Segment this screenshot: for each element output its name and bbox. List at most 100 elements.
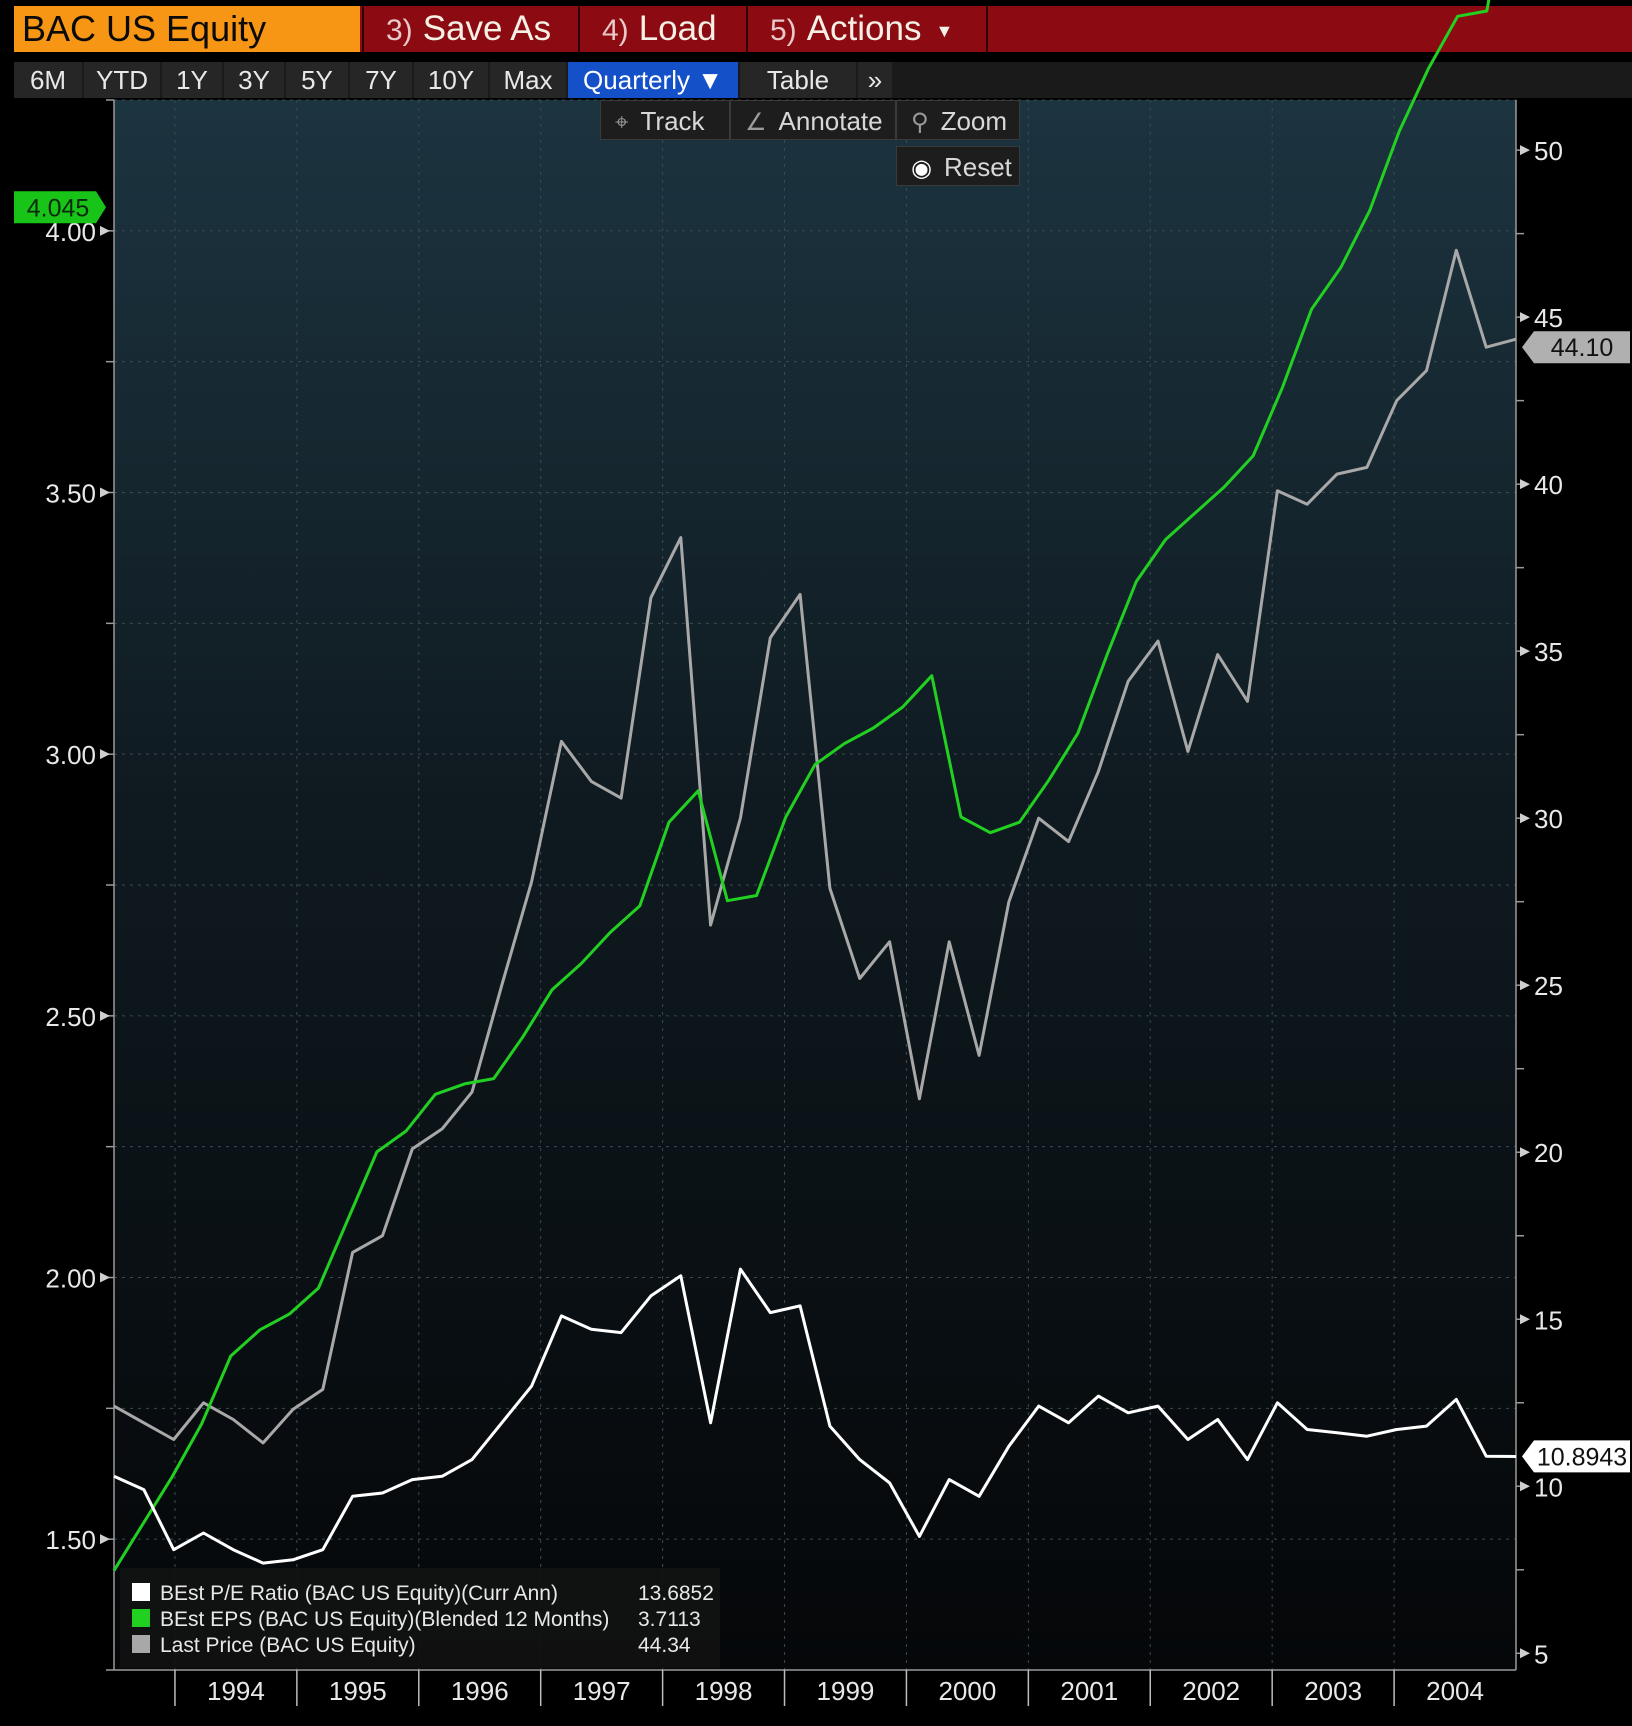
magnifier-icon: ⚲ — [911, 109, 929, 136]
right-tick-arrow — [1520, 1314, 1530, 1325]
reset-label: Reset — [943, 152, 1012, 182]
right-tick-label: 35 — [1534, 637, 1563, 667]
legend-value-eps: 3.7113 — [638, 1608, 701, 1631]
save-as-button[interactable]: 3) Save As — [362, 6, 562, 52]
range-max[interactable]: Max — [490, 62, 566, 98]
left-tick-label: 3.50 — [45, 479, 96, 509]
x-tick-label: 2000 — [938, 1676, 996, 1706]
x-tick-label: 1995 — [329, 1676, 387, 1706]
actions-hotkey: 5) — [770, 14, 797, 47]
left-tick-arrow — [100, 487, 110, 498]
toolbar-divider — [986, 6, 988, 52]
x-tick-label: 1999 — [817, 1676, 875, 1706]
reset-dot-icon: ◉ — [911, 155, 932, 182]
actions-label: Actions — [806, 9, 922, 48]
right-tick-arrow — [1520, 813, 1530, 824]
x-tick-label: 2003 — [1304, 1676, 1362, 1706]
price-last-value-tag-text: 44.10 — [1551, 334, 1614, 362]
load-button[interactable]: 4) Load — [578, 6, 746, 52]
legend-value-pe: 13.6852 — [638, 1582, 714, 1605]
pe-last-value-tag: 10.8943 — [1522, 1440, 1630, 1473]
actions-button[interactable]: 5) Actions ▼ — [746, 6, 986, 52]
reset-tool[interactable]: ◉ Reset — [896, 146, 1020, 186]
save-as-hotkey: 3) — [386, 14, 413, 47]
eps-series-line — [112, 0, 1491, 1572]
range-3y[interactable]: 3Y — [224, 62, 284, 98]
more-button[interactable]: » — [858, 62, 892, 98]
pencil-icon: ∠ — [745, 109, 767, 136]
legend-label-price: Last Price (BAC US Equity) — [160, 1634, 416, 1657]
range-6m[interactable]: 6M — [14, 62, 82, 98]
track-label: Track — [640, 106, 705, 136]
legend-swatch-pe — [132, 1583, 150, 1602]
legend-label-pe: BEst P/E Ratio (BAC US Equity)(Curr Ann) — [160, 1582, 558, 1605]
left-tick-arrow — [100, 1272, 110, 1283]
left-tick-arrow — [100, 1534, 110, 1545]
price-series-line — [113, 248, 1517, 1445]
x-tick-label: 1998 — [695, 1676, 753, 1706]
range-5y[interactable]: 5Y — [286, 62, 348, 98]
annotate-tool[interactable]: ∠ Annotate — [730, 100, 896, 140]
chart-legend: BEst P/E Ratio (BAC US Equity)(Curr Ann)… — [120, 1568, 720, 1668]
x-tick-label: 2001 — [1060, 1676, 1118, 1706]
right-tick-label: 30 — [1534, 804, 1563, 834]
left-tick-arrow — [100, 1010, 110, 1021]
right-tick-label: 10 — [1534, 1472, 1563, 1502]
zoom-tool[interactable]: ⚲ Zoom — [896, 100, 1020, 140]
right-tick-label: 40 — [1534, 470, 1563, 500]
right-tick-label: 25 — [1534, 971, 1563, 1001]
eps-last-value-tag-text: 4.045 — [27, 194, 90, 222]
left-tick-arrow — [100, 225, 110, 236]
eps-last-value-tag: 4.045 — [14, 191, 106, 224]
table-button[interactable]: Table — [740, 62, 856, 98]
eps-last-value-tag-shape — [14, 191, 106, 224]
pe-series-line — [113, 1267, 1517, 1565]
x-tick-label: 1997 — [573, 1676, 631, 1706]
legend-swatch-price — [132, 1635, 150, 1654]
load-label: Load — [638, 9, 717, 48]
legend-swatch-eps — [132, 1609, 150, 1628]
x-tick-label: 2002 — [1182, 1676, 1240, 1706]
legend-label-eps: BEst EPS (BAC US Equity)(Blended 12 Mont… — [160, 1608, 610, 1631]
track-tool[interactable]: ⌖ Track — [600, 100, 730, 140]
security-field[interactable]: BAC US Equity — [14, 6, 360, 52]
left-tick-arrow — [100, 749, 110, 760]
pe-last-value-tag-text: 10.8943 — [1537, 1443, 1627, 1471]
range-ytd[interactable]: YTD — [84, 62, 160, 98]
pe-last-value-tag-shape — [1522, 1440, 1630, 1473]
right-tick-label: 15 — [1534, 1305, 1563, 1335]
right-tick-label: 20 — [1534, 1138, 1563, 1168]
left-tick-label: 2.50 — [45, 1002, 96, 1032]
right-tick-arrow — [1520, 980, 1530, 991]
right-tick-label: 5 — [1534, 1639, 1548, 1669]
range-1y[interactable]: 1Y — [162, 62, 222, 98]
price-last-value-tag-shape — [1522, 331, 1630, 364]
left-tick-label: 3.00 — [45, 740, 96, 770]
periodicity-dropdown[interactable]: Quarterly ▼ — [568, 62, 738, 98]
right-tick-arrow — [1520, 479, 1530, 490]
crosshair-icon: ⌖ — [615, 109, 629, 136]
range-7y[interactable]: 7Y — [350, 62, 412, 98]
right-tick-label: 50 — [1534, 136, 1563, 166]
annotate-label: Annotate — [778, 106, 883, 136]
legend-entry-price[interactable]: Last Price (BAC US Equity) 44.34 — [132, 1634, 691, 1660]
price-last-value-tag: 44.10 — [1522, 331, 1630, 364]
legend-entry-pe[interactable]: BEst P/E Ratio (BAC US Equity)(Curr Ann)… — [132, 1582, 714, 1608]
right-tick-arrow — [1520, 1147, 1530, 1158]
load-hotkey: 4) — [602, 14, 629, 47]
left-tick-label: 2.00 — [45, 1264, 96, 1294]
right-tick-arrow — [1520, 1481, 1530, 1492]
toolbar-strip — [360, 6, 1632, 52]
save-as-label: Save As — [422, 9, 552, 48]
right-tick-label: 45 — [1534, 303, 1563, 333]
actions-caret-icon: ▼ — [935, 20, 954, 41]
right-tick-arrow — [1520, 1648, 1530, 1659]
left-tick-label: 1.50 — [45, 1525, 96, 1555]
legend-value-price: 44.34 — [638, 1634, 691, 1657]
legend-entry-eps[interactable]: BEst EPS (BAC US Equity)(Blended 12 Mont… — [132, 1608, 701, 1634]
zoom-label: Zoom — [940, 106, 1008, 136]
x-tick-label: 1996 — [451, 1676, 509, 1706]
x-tick-label: 1994 — [207, 1676, 265, 1706]
range-10y[interactable]: 10Y — [414, 62, 488, 98]
